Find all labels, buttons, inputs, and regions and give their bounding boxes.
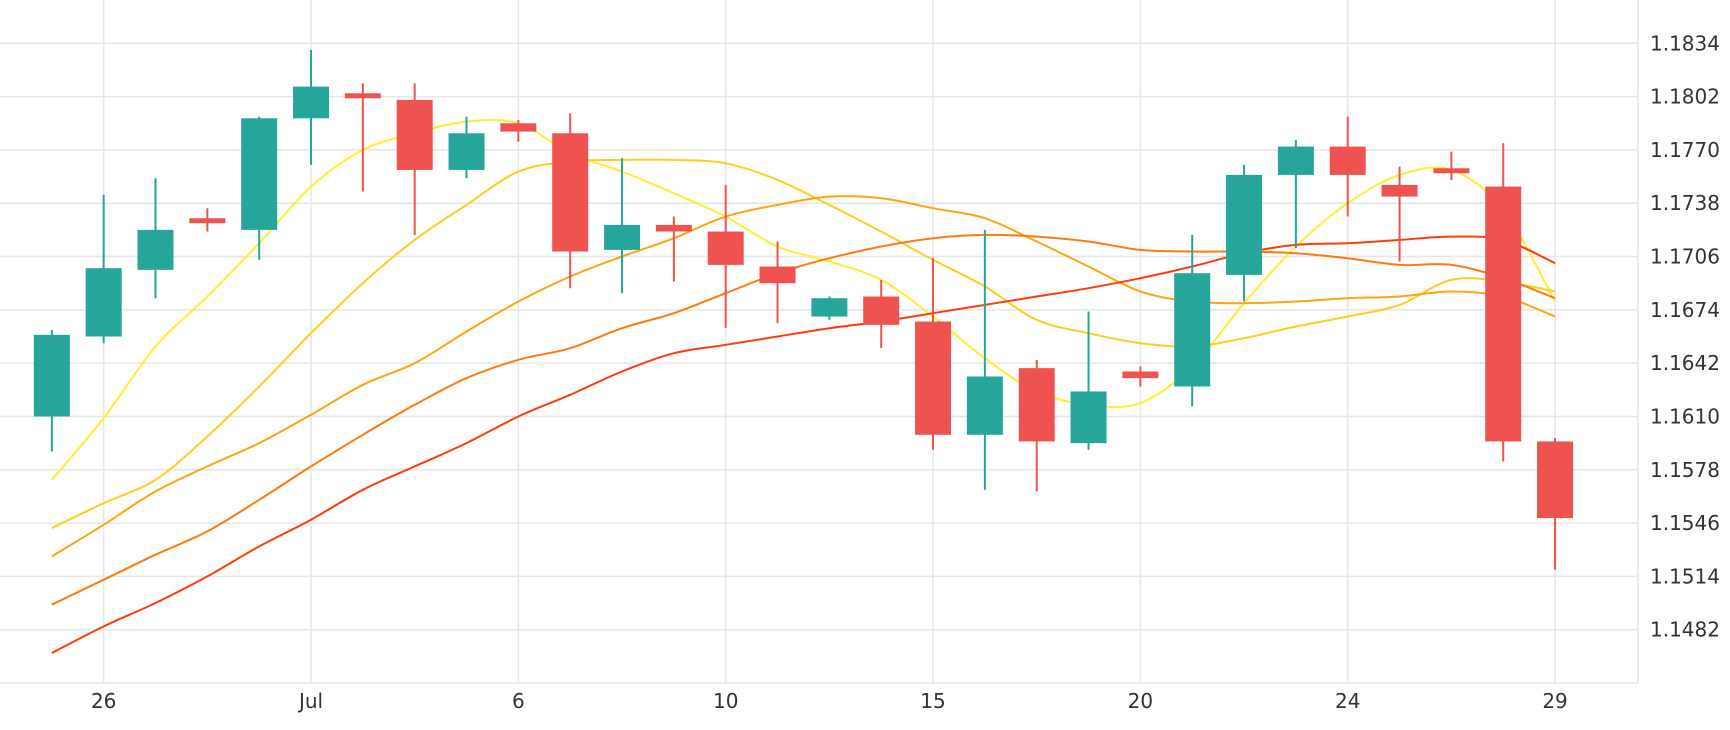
candle-body bbox=[1381, 184, 1418, 197]
candle-down bbox=[500, 119, 537, 142]
y-tick-label: 1.1546 bbox=[1650, 511, 1720, 535]
x-tick-label: Jul bbox=[297, 689, 323, 713]
y-tick-label: 1.1482 bbox=[1650, 618, 1720, 642]
candle-down bbox=[863, 279, 900, 349]
candle-down bbox=[655, 216, 692, 282]
candle-up bbox=[241, 116, 278, 260]
moving-average-lines bbox=[51, 118, 1556, 654]
moving-average-line bbox=[51, 158, 1556, 530]
candle-body bbox=[293, 86, 330, 119]
candle-up bbox=[1277, 139, 1314, 249]
candle-down bbox=[1485, 143, 1522, 462]
candle-body bbox=[85, 268, 122, 337]
candle-body bbox=[604, 224, 641, 250]
candle-down bbox=[1537, 438, 1574, 570]
candle-body bbox=[1226, 174, 1263, 275]
plot-frame bbox=[0, 0, 1639, 684]
candle-body bbox=[1485, 186, 1522, 442]
candle-up bbox=[1174, 234, 1211, 407]
candle-up bbox=[966, 229, 1003, 490]
candle-body bbox=[137, 229, 174, 270]
y-tick-label: 1.1802 bbox=[1650, 85, 1720, 109]
candle-body bbox=[344, 93, 381, 99]
candle-up bbox=[1226, 164, 1263, 302]
x-tick-label: 26 bbox=[91, 689, 116, 713]
candle-body bbox=[811, 298, 848, 317]
candle-down bbox=[759, 241, 796, 324]
candle-body bbox=[1537, 441, 1574, 519]
candle-body bbox=[1018, 368, 1055, 442]
candle-body bbox=[396, 99, 433, 170]
candle-up bbox=[1070, 311, 1107, 450]
moving-average-line bbox=[51, 195, 1556, 558]
y-axis-labels: 1.1834 1.1802 1.1770 1.1738 1.1706 1.1674 1.16… bbox=[1650, 31, 1720, 641]
candle-body bbox=[1174, 273, 1211, 387]
x-tick-label: 10 bbox=[713, 689, 738, 713]
candle-body bbox=[500, 123, 537, 132]
candle-body bbox=[189, 218, 226, 224]
candle-body bbox=[1277, 146, 1314, 175]
y-tick-label: 1.1642 bbox=[1650, 351, 1720, 375]
y-tick-label: 1.1834 bbox=[1650, 31, 1720, 55]
candle-body bbox=[759, 266, 796, 284]
candle-down bbox=[396, 83, 433, 235]
x-tick-label: 6 bbox=[512, 689, 525, 713]
candle-body bbox=[552, 133, 589, 252]
candle-up bbox=[293, 49, 330, 165]
candle-down bbox=[552, 113, 589, 289]
candle-up bbox=[811, 296, 848, 320]
y-tick-label: 1.1610 bbox=[1650, 404, 1720, 428]
candle-body bbox=[448, 133, 485, 170]
y-tick-label: 1.1738 bbox=[1650, 191, 1720, 215]
candle-down bbox=[1018, 359, 1055, 492]
x-tick-label: 24 bbox=[1335, 689, 1360, 713]
moving-average-line bbox=[51, 233, 1556, 606]
candle-down bbox=[1433, 151, 1470, 180]
moving-average-line bbox=[51, 235, 1556, 654]
candle-body bbox=[863, 296, 900, 325]
candle-down bbox=[707, 184, 744, 329]
candle-body bbox=[655, 224, 692, 232]
candle-up bbox=[604, 158, 641, 294]
candle-down bbox=[1381, 166, 1418, 262]
candles bbox=[33, 49, 1574, 570]
candle-body bbox=[1122, 371, 1159, 379]
candle-body bbox=[966, 376, 1003, 435]
candle-body bbox=[241, 118, 278, 230]
y-tick-label: 1.1674 bbox=[1650, 298, 1720, 322]
candle-up bbox=[33, 329, 70, 452]
candle-down bbox=[344, 83, 381, 192]
x-axis-labels: 26 Jul 6 10 15 20 24 29 bbox=[91, 689, 1568, 713]
candle-down bbox=[189, 208, 226, 232]
y-tick-label: 1.1770 bbox=[1650, 138, 1720, 162]
y-tick-label: 1.1578 bbox=[1650, 458, 1720, 482]
candle-body bbox=[915, 321, 952, 435]
candle-body bbox=[1433, 168, 1470, 174]
candle-up bbox=[448, 116, 485, 179]
candle-down bbox=[1329, 116, 1366, 217]
candle-body bbox=[1070, 391, 1107, 444]
candle-up bbox=[137, 178, 174, 299]
candle-down bbox=[915, 258, 952, 450]
candle-body bbox=[707, 231, 744, 265]
y-tick-label: 1.1706 bbox=[1650, 245, 1720, 269]
y-tick-label: 1.1514 bbox=[1650, 564, 1720, 588]
candle-body bbox=[33, 334, 70, 417]
x-tick-label: 29 bbox=[1542, 689, 1567, 713]
candle-up bbox=[85, 194, 122, 344]
x-tick-label: 20 bbox=[1128, 689, 1153, 713]
x-tick-label: 15 bbox=[920, 689, 945, 713]
candle-down bbox=[1122, 366, 1159, 387]
candle-body bbox=[1329, 146, 1366, 175]
moving-average-line bbox=[51, 118, 1556, 481]
